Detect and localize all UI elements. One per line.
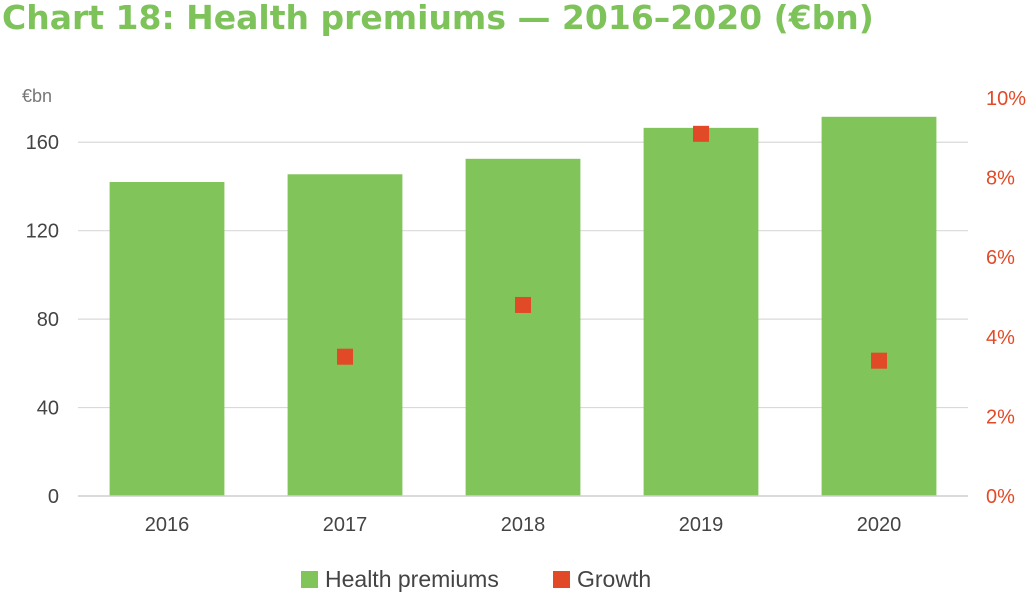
bar — [643, 127, 759, 496]
legend-label-health-premiums: Health premiums — [325, 566, 499, 592]
legend-swatch-health-premiums — [301, 571, 318, 588]
y2-tick-label: 2% — [986, 406, 1015, 428]
growth-marker — [337, 348, 353, 365]
bar — [109, 182, 225, 496]
y-axis-unit-label: €bn — [22, 86, 52, 106]
legend-item-growth[interactable]: Growth — [553, 566, 651, 593]
x-tick-label: 2019 — [679, 514, 724, 536]
legend-swatch-growth — [553, 571, 570, 588]
y2-tick-label: 4% — [986, 327, 1015, 349]
y-tick-label: 0 — [48, 486, 59, 508]
growth-marker — [515, 296, 531, 313]
x-tick-label: 2018 — [501, 514, 546, 536]
bar — [287, 174, 403, 497]
legend-item-health-premiums[interactable]: Health premiums — [301, 566, 499, 593]
growth-marker — [693, 125, 709, 142]
y-tick-label: 80 — [37, 309, 59, 331]
legend-label-growth: Growth — [577, 566, 652, 592]
x-tick-label: 2017 — [323, 514, 368, 536]
bar — [821, 116, 937, 497]
x-tick-label: 2020 — [857, 514, 902, 536]
y-tick-label: 160 — [26, 132, 59, 154]
y2-tick-label: 0% — [986, 486, 1015, 508]
bar — [465, 158, 581, 497]
y-tick-label: 120 — [26, 221, 59, 243]
chart-plot: 0 40 80 120 160 €bn 0% 2% 4% 6% 8% 10% 2016 2017 2018 2… — [22, 86, 1026, 536]
y-tick-label: 40 — [37, 398, 59, 420]
y2-tick-label: 8% — [986, 168, 1015, 190]
chart-title: Chart 18: Health premiums — 2016–2020 (€… — [2, 0, 874, 37]
growth-marker — [871, 352, 887, 369]
y2-tick-label: 6% — [986, 247, 1015, 269]
chart-legend: Health premiums Growth — [0, 566, 1030, 606]
y2-tick-label: 10% — [986, 88, 1026, 110]
x-tick-label: 2016 — [145, 514, 190, 536]
